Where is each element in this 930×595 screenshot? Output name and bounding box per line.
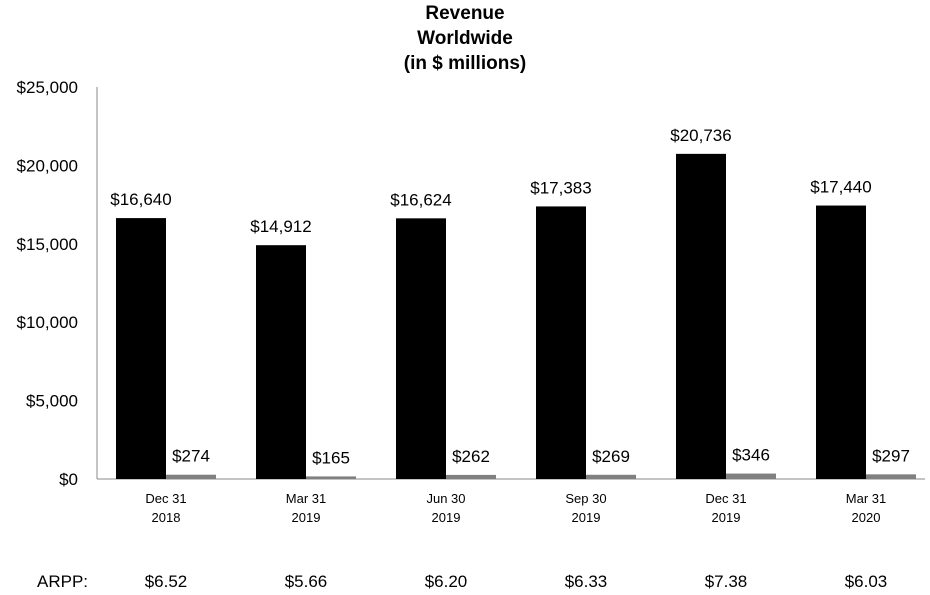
x-category-label: 2019 bbox=[292, 510, 321, 525]
secondary-bar bbox=[446, 474, 496, 479]
data-label: $16,640 bbox=[110, 190, 171, 209]
arpp-label: ARPP: bbox=[37, 572, 88, 591]
secondary-bar bbox=[726, 473, 776, 479]
secondary-bar bbox=[166, 474, 216, 479]
x-category-label: 2019 bbox=[572, 510, 601, 525]
x-category-label: Sep 30 bbox=[565, 491, 606, 506]
data-label: $17,440 bbox=[810, 178, 871, 197]
y-tick-label: $5,000 bbox=[26, 392, 78, 411]
y-tick-label: $15,000 bbox=[17, 235, 78, 254]
y-tick-label: $20,000 bbox=[17, 156, 78, 175]
data-label: $262 bbox=[452, 447, 490, 466]
data-label: $165 bbox=[312, 448, 350, 467]
data-label: $297 bbox=[872, 446, 910, 465]
data-label: $17,383 bbox=[530, 178, 591, 197]
x-category-label: Dec 31 bbox=[705, 491, 746, 506]
secondary-bar bbox=[306, 476, 356, 479]
chart-title-line: Revenue bbox=[425, 3, 504, 24]
x-category-label: 2020 bbox=[852, 510, 881, 525]
data-label: $269 bbox=[592, 447, 630, 466]
y-tick-label: $10,000 bbox=[17, 313, 78, 332]
x-category-label: Dec 31 bbox=[145, 491, 186, 506]
data-label: $346 bbox=[732, 446, 770, 465]
y-tick-label: $25,000 bbox=[17, 78, 78, 97]
arpp-value: $6.20 bbox=[425, 572, 468, 591]
chart-title-line: Worldwide bbox=[417, 28, 513, 49]
x-category-label: Jun 30 bbox=[426, 491, 465, 506]
arpp-value: $7.38 bbox=[705, 572, 748, 591]
revenue-bar bbox=[116, 218, 166, 480]
revenue-bar bbox=[816, 205, 866, 479]
arpp-value: $6.03 bbox=[845, 572, 888, 591]
x-category-label: Mar 31 bbox=[846, 491, 886, 506]
x-category-label: 2018 bbox=[152, 510, 181, 525]
x-category-label: 2019 bbox=[432, 510, 461, 525]
data-label: $16,624 bbox=[390, 190, 451, 209]
x-category-label: 2019 bbox=[712, 510, 741, 525]
data-label: $20,736 bbox=[670, 126, 731, 145]
revenue-bar bbox=[536, 206, 586, 479]
secondary-bar bbox=[866, 474, 916, 479]
revenue-bar bbox=[396, 218, 446, 479]
data-label: $14,912 bbox=[250, 217, 311, 236]
data-label: $274 bbox=[172, 447, 210, 466]
x-category-label: Mar 31 bbox=[286, 491, 326, 506]
revenue-bar bbox=[256, 245, 306, 479]
arpp-value: $6.33 bbox=[565, 572, 608, 591]
arpp-value: $5.66 bbox=[285, 572, 328, 591]
arpp-value: $6.52 bbox=[145, 572, 188, 591]
y-tick-label: $0 bbox=[59, 470, 78, 489]
revenue-bar bbox=[676, 153, 726, 479]
secondary-bar bbox=[586, 474, 636, 479]
chart-title-line: (in $ millions) bbox=[404, 53, 526, 74]
